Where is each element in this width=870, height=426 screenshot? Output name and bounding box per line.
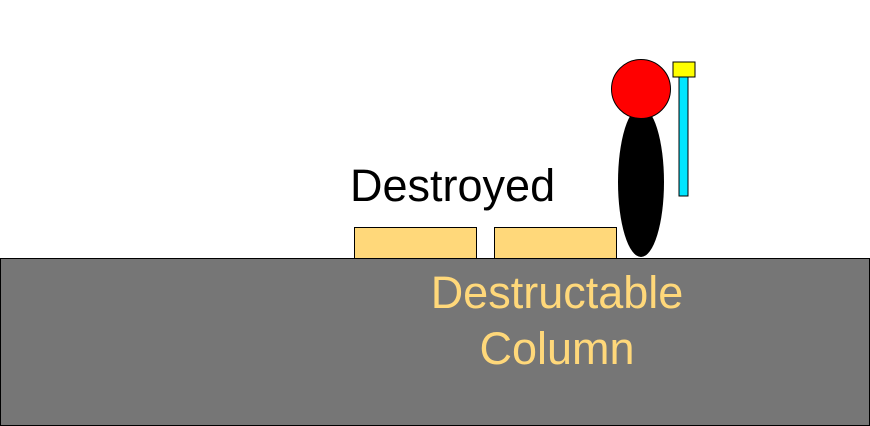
character-head-icon bbox=[611, 59, 671, 119]
destructable-label-line2: Column bbox=[479, 323, 635, 374]
flag-pole-icon bbox=[678, 75, 689, 197]
destructable-column-label: Destructable Column bbox=[397, 265, 717, 377]
destroyed-column-block-right bbox=[494, 227, 617, 259]
character-body-icon bbox=[618, 107, 664, 257]
destroyed-column-block-left bbox=[354, 227, 477, 259]
character-figure bbox=[611, 59, 696, 257]
destroyed-label: Destroyed bbox=[350, 160, 556, 211]
ground bbox=[0, 258, 870, 426]
flag-cap-icon bbox=[672, 61, 696, 78]
destructable-label-line1: Destructable bbox=[430, 267, 684, 318]
